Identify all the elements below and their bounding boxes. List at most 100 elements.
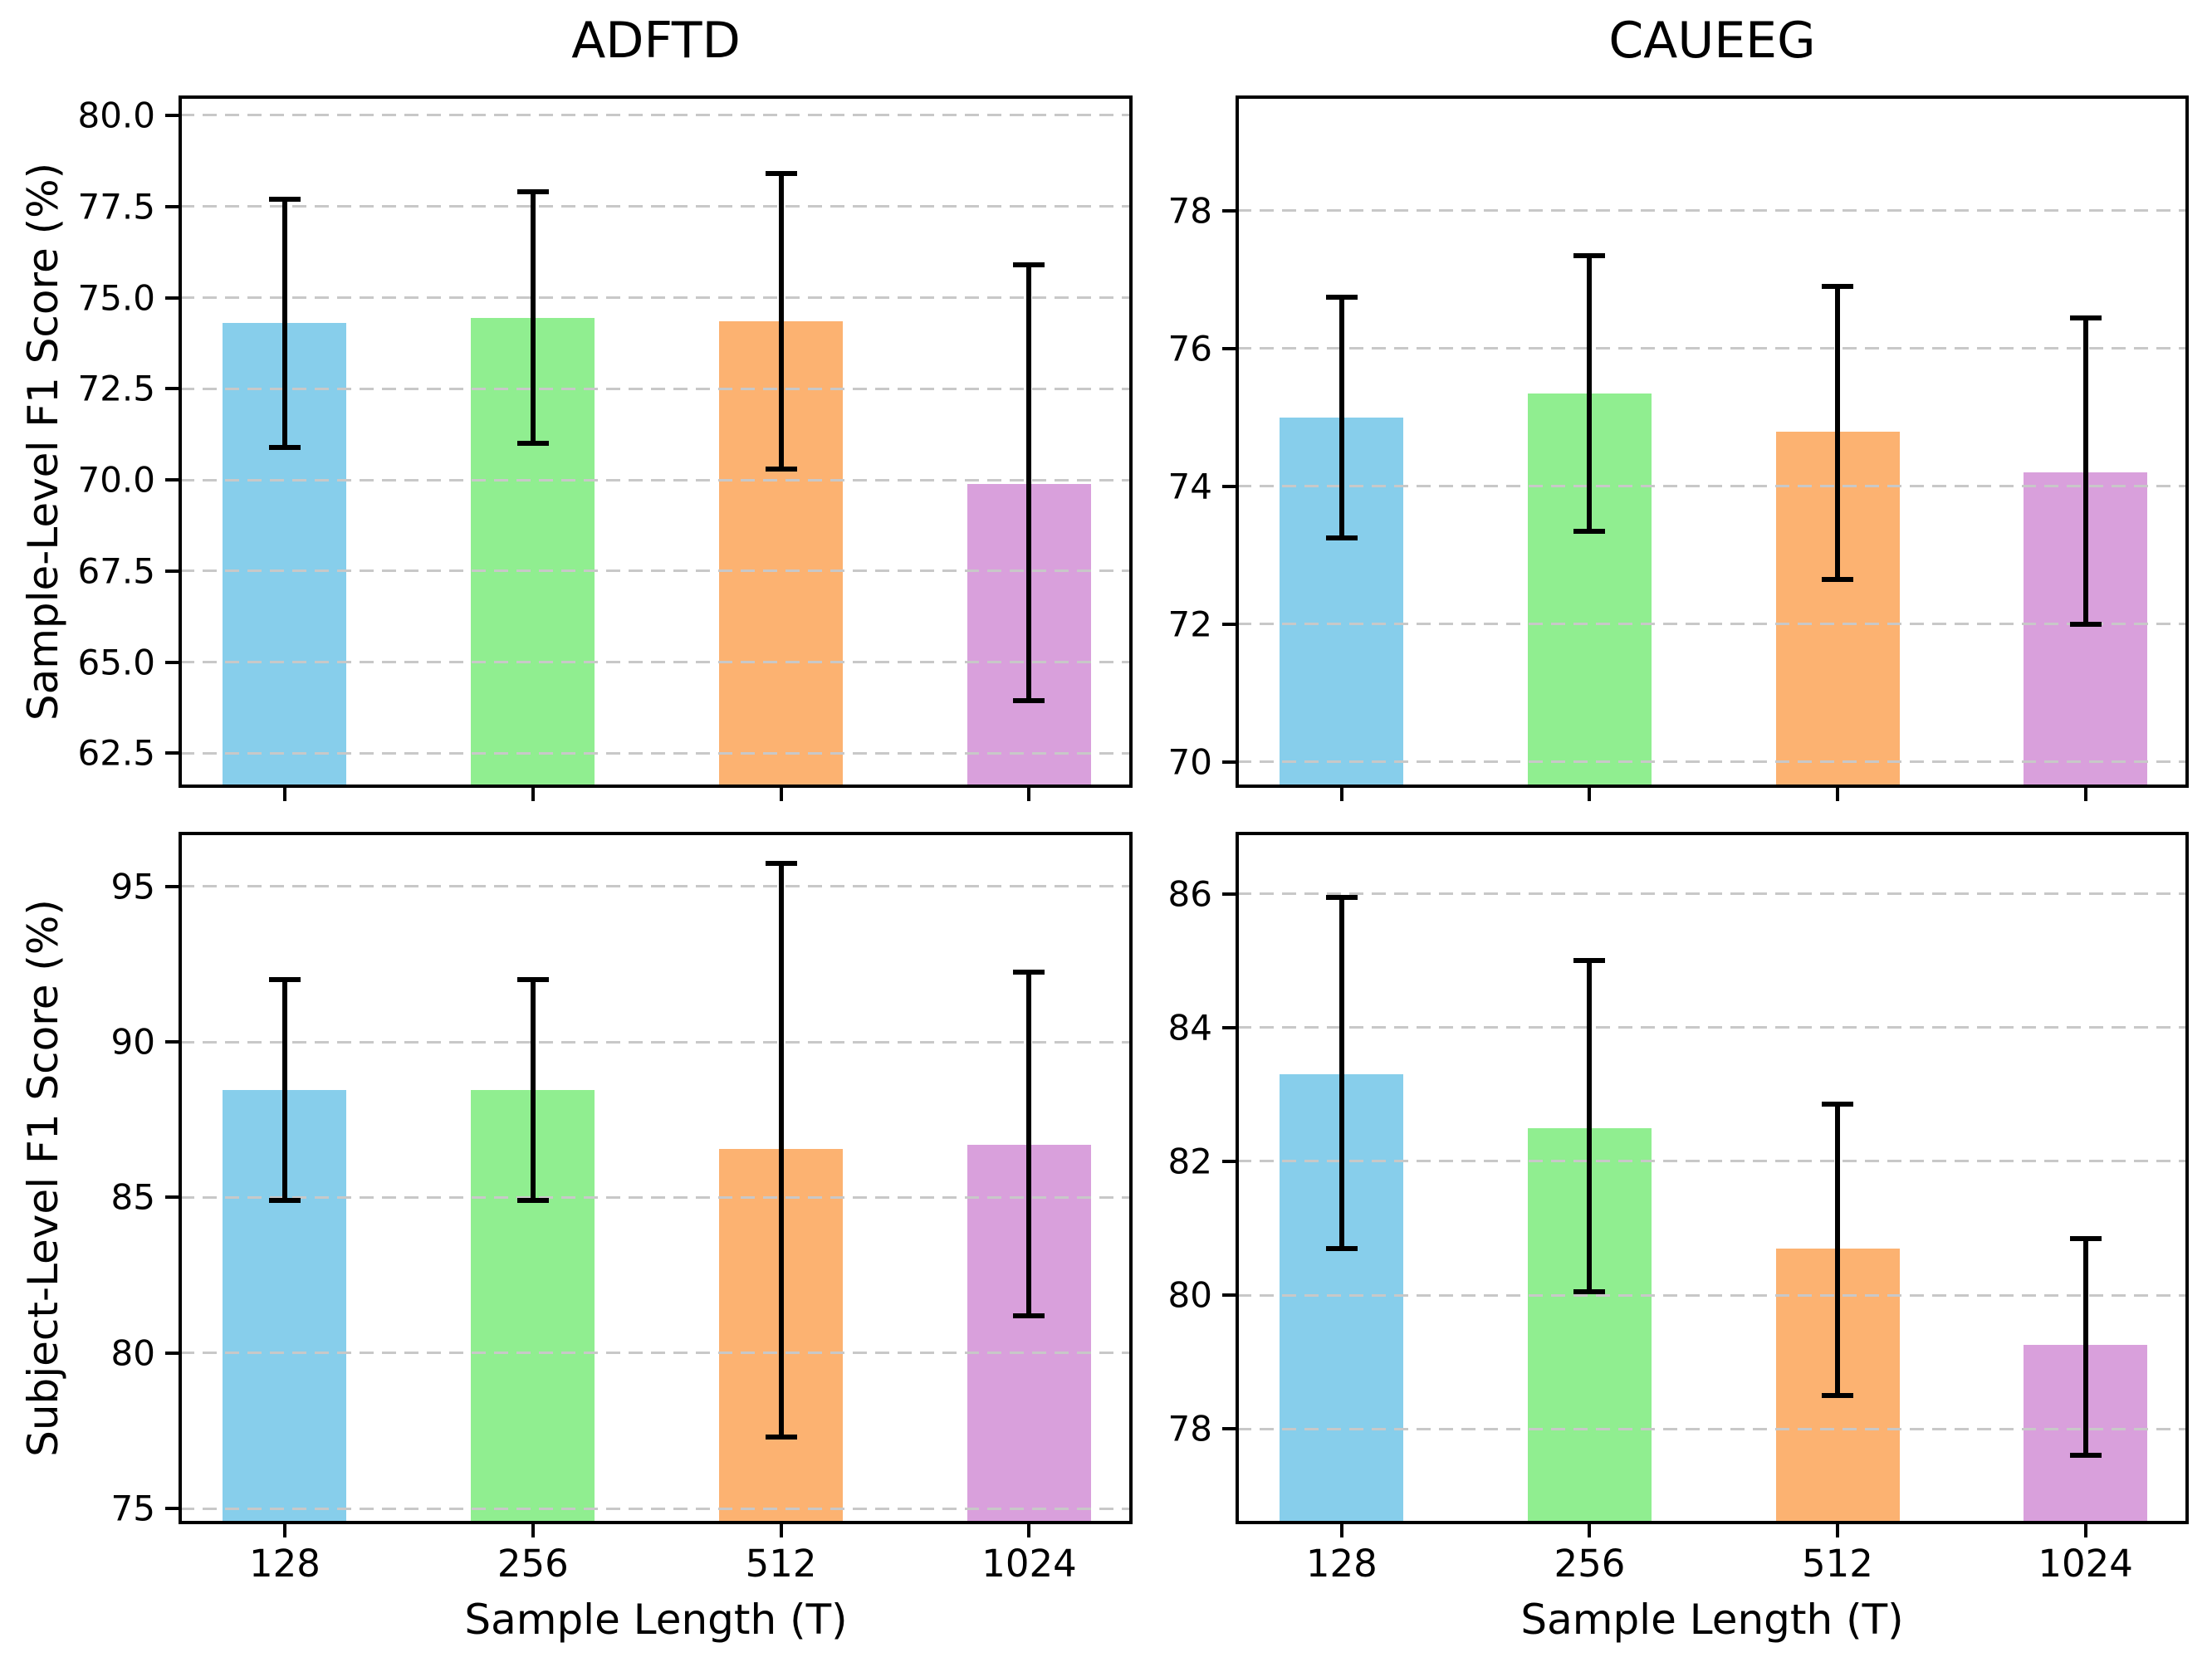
x-tick-label: 1024 [2038,1542,2133,1586]
error-bar-cap-bottom [1573,1288,1606,1294]
y-tick [1222,622,1237,626]
axes-spine [179,832,1133,1524]
error-bar-cap-top [765,171,797,177]
x-tick [1836,1523,1839,1537]
subplot-title-caueeg: CAUEEG [1608,12,1816,70]
y-tick [165,660,180,664]
y-tick [1222,208,1237,213]
error-bar-256 [530,980,536,1201]
y-tick-label: 90 [110,1021,155,1063]
gridline [180,478,1131,481]
y-tick [165,204,180,208]
y-tick [1222,1159,1237,1163]
y-tick-label: 62.5 [77,732,155,774]
error-bar-128 [281,198,287,447]
y-tick [165,387,180,391]
x-tick-label: 256 [497,1542,569,1586]
error-bar-1024 [1026,971,1032,1316]
y-tick [165,1040,180,1044]
y-tick-label: 65.0 [77,642,155,683]
y-tick-label: 80 [110,1332,155,1374]
y-tick [1222,1025,1237,1029]
error-bar-cap-bottom [516,441,549,447]
gridline [1237,1427,2187,1430]
x-tick-label: 256 [1554,1542,1626,1586]
x-tick [779,1523,783,1537]
error-bar-cap-bottom [765,466,797,472]
y-tick-label: 78 [1167,190,1212,232]
y-tick [1222,760,1237,764]
error-bar-cap-top [1822,1102,1853,1107]
y-tick-label: 95 [110,866,155,907]
axes-spine [1236,95,2189,788]
y-axis-label-sample-level: Sample-Level F1 Score (%) [19,162,67,721]
gridline [180,569,1131,573]
error-bar-cap-top [516,189,549,195]
x-tick [531,1523,535,1537]
x-tick-label: 512 [1802,1542,1873,1586]
y-tick [1222,1293,1237,1298]
x-tick [1027,786,1031,801]
y-tick-label: 70.0 [77,459,155,501]
error-bar-cap-top [1325,294,1358,300]
axes-spine [179,95,1133,788]
error-bar-cap-bottom [1822,1392,1853,1398]
x-tick [282,786,286,801]
error-bar-cap-top [1822,284,1853,290]
error-bar-cap-top [2069,315,2102,320]
y-tick [165,478,180,482]
error-bar-cap-top [1573,252,1606,258]
y-tick-label: 77.5 [77,186,155,227]
y-tick [165,569,180,573]
y-tick [165,296,180,300]
x-tick [1836,786,1839,801]
error-bar-cap-top [516,977,549,983]
x-tick [1339,786,1343,801]
error-bar-cap-top [2069,1235,2102,1241]
error-bar-cap-bottom [2069,621,2102,627]
x-tick [2083,1523,2087,1537]
error-bar-cap-bottom [1013,1312,1045,1318]
y-axis-label-subject-level: Subject-Level F1 Score (%) [19,899,67,1457]
y-tick-label: 80.0 [77,95,155,136]
y-tick-label: 75 [110,1488,155,1529]
y-tick-label: 78 [1167,1408,1212,1449]
error-bar-256 [1587,961,1593,1292]
error-bar-1024 [2082,1238,2088,1456]
gridline [180,387,1131,390]
y-tick-label: 74 [1167,466,1212,507]
y-tick [1222,346,1237,350]
y-tick-label: 86 [1167,873,1212,915]
error-bar-cap-top [1013,262,1045,267]
error-bar-cap-bottom [268,444,301,450]
error-bar-cap-top [1573,958,1606,964]
x-tick [1588,786,1592,801]
x-tick [779,786,783,801]
error-bar-cap-top [765,860,797,866]
x-axis-label-right: Sample Length (T) [1520,1596,1904,1644]
y-tick-label: 76 [1167,328,1212,369]
gridline [1237,623,2187,626]
gridline [1237,760,2187,764]
x-tick-label: 1024 [981,1542,1077,1586]
y-tick-label: 80 [1167,1274,1212,1316]
gridline [1237,1026,2187,1029]
x-tick-label: 512 [745,1542,817,1586]
error-bar-1024 [2082,317,2088,624]
y-tick-label: 72 [1167,604,1212,645]
error-bar-cap-bottom [516,1198,549,1204]
error-bar-512 [1835,286,1840,579]
gridline [1237,1160,2187,1163]
gridline [1237,347,2187,350]
gridline [180,1195,1131,1199]
x-tick [531,786,535,801]
y-tick-label: 67.5 [77,550,155,592]
gridline [180,661,1131,664]
x-tick-label: 128 [248,1542,321,1586]
error-bar-cap-bottom [765,1434,797,1440]
gridline [180,1507,1131,1510]
gridline [180,1352,1131,1355]
y-tick [165,113,180,117]
gridline [180,1040,1131,1044]
